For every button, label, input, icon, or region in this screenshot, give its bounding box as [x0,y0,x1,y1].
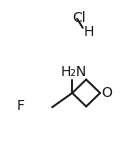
Text: Cl: Cl [72,11,86,25]
Text: O: O [101,86,112,100]
Text: F: F [17,99,25,113]
Text: H: H [83,24,94,39]
Text: H₂N: H₂N [60,65,87,79]
